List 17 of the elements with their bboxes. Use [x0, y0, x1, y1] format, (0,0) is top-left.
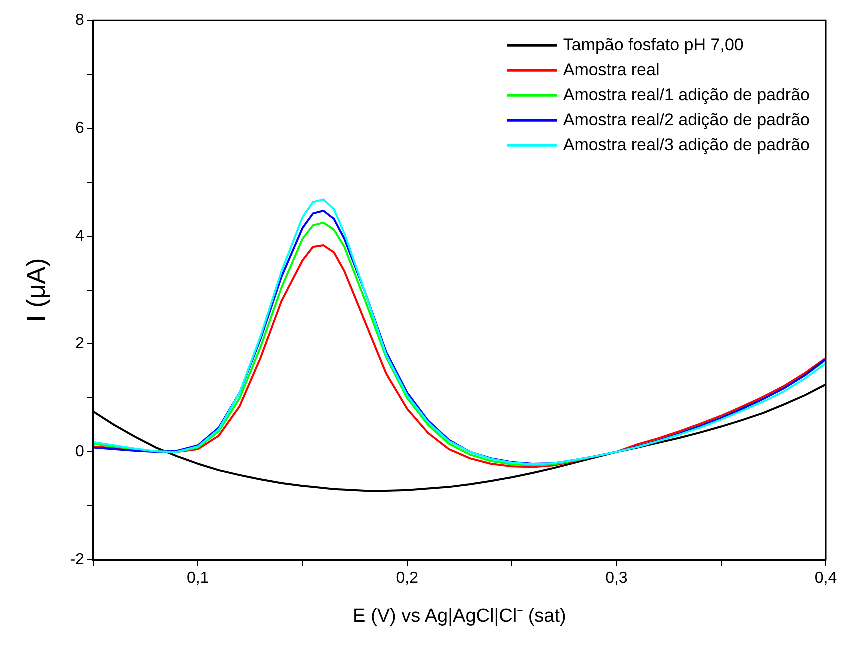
y-tick-label: 4 — [76, 228, 85, 245]
x-tick-label: 0,2 — [396, 570, 419, 588]
y-tick-label: 2 — [76, 336, 85, 353]
y-tick-label: 6 — [76, 120, 85, 137]
legend-label: Amostra real/3 adição de padrão — [563, 135, 810, 154]
y-axis-title: I (μA) — [20, 258, 51, 322]
x-axis-title: E (V) vs Ag|AgCl|Cl⁻ (sat) — [353, 606, 566, 627]
x-tick-label: 0,4 — [814, 570, 838, 588]
y-tick-label: 0 — [76, 444, 85, 461]
x-tick-label: 0,3 — [606, 570, 628, 588]
legend-label: Amostra real — [563, 60, 660, 80]
legend-label: Tampão fosfato pH 7,00 — [563, 35, 744, 54]
legend-label: Amostra real/2 adição de padrão — [563, 110, 810, 130]
y-tick-label: -2 — [70, 551, 85, 568]
legend-label: Amostra real/1 adição de padrão — [563, 85, 810, 104]
y-tick-label: 8 — [76, 12, 85, 30]
x-tick-label: 0,1 — [186, 570, 210, 588]
